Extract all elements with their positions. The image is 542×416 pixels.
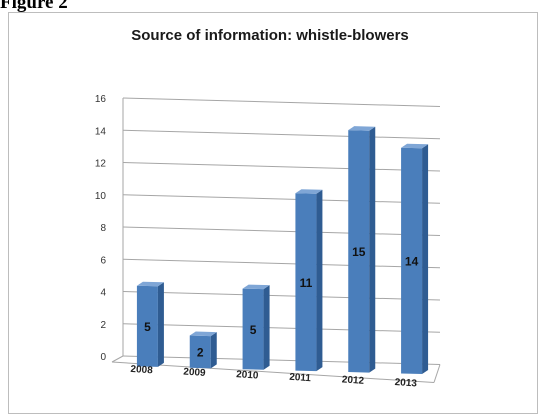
gridline (122, 129, 441, 140)
bar-top-face (401, 143, 429, 149)
bar (136, 281, 164, 367)
gridline (122, 226, 441, 236)
bar-front-face (189, 335, 211, 369)
bar-side-face (210, 332, 217, 369)
bar-side-face (157, 282, 164, 367)
bars-layer (136, 126, 429, 375)
x-tick-label: 2010 (236, 369, 259, 382)
y-tick-label: 10 (95, 191, 107, 202)
x-tick-label: 2009 (183, 367, 206, 380)
bar-side-face (316, 189, 323, 372)
chart-title: Source of information: whistle-blowers (131, 27, 409, 44)
labels-layer: 0 2 4 6 8 10 12 14 16 5 2008 2 2009 5 2010 11 2011 15 2012… (95, 94, 419, 390)
bar (348, 126, 376, 373)
bar-side-face (263, 285, 270, 370)
bar-top-face (295, 189, 323, 194)
y-tick-label: 2 (100, 320, 106, 331)
y-tick-label: 8 (100, 223, 106, 234)
floor-front-edge (111, 361, 435, 383)
bar-top-face (136, 281, 164, 287)
bar (242, 284, 270, 370)
gridline (122, 97, 441, 107)
bar-side-face (369, 126, 376, 373)
bar (189, 331, 217, 369)
y-tick-label: 12 (95, 159, 107, 170)
bar-side-face (422, 144, 429, 375)
bar-front-face (401, 147, 423, 375)
data-label: 14 (405, 255, 419, 269)
x-tick-label: 2011 (289, 372, 312, 385)
x-tick-label: 2013 (394, 377, 417, 390)
bar-top-face (189, 331, 217, 337)
bar (295, 189, 323, 372)
chart-frame (8, 12, 538, 414)
gridline (122, 194, 441, 204)
data-label: 11 (300, 276, 313, 290)
data-label: 5 (144, 320, 151, 334)
grid-layer (111, 97, 441, 383)
figure-label: Figure 2 (0, 0, 68, 13)
x-tick-label: 2012 (341, 374, 364, 387)
bar-front-face (136, 285, 158, 367)
gridline (122, 291, 441, 301)
data-label: 2 (197, 346, 204, 360)
bar-top-face (242, 284, 270, 290)
y-tick-label: 16 (95, 94, 107, 105)
data-label: 15 (352, 245, 366, 259)
y-tick-label: 0 (100, 352, 106, 363)
gridline (122, 258, 441, 269)
floor-left-edge (111, 355, 124, 363)
bar-top-face (348, 126, 376, 131)
bar-front-face (242, 288, 264, 370)
data-label: 5 (250, 323, 257, 337)
gridline (122, 355, 441, 365)
y-tick-label: 6 (100, 255, 106, 266)
y-tick-label: 4 (100, 288, 106, 299)
bar (401, 143, 429, 375)
bar-front-face (295, 193, 317, 372)
gridline (122, 162, 441, 172)
y-tick-label: 14 (95, 126, 107, 137)
bar-front-face (348, 130, 370, 373)
floor-right-edge (433, 364, 441, 383)
gridline (122, 323, 441, 333)
x-tick-label: 2008 (130, 364, 153, 377)
